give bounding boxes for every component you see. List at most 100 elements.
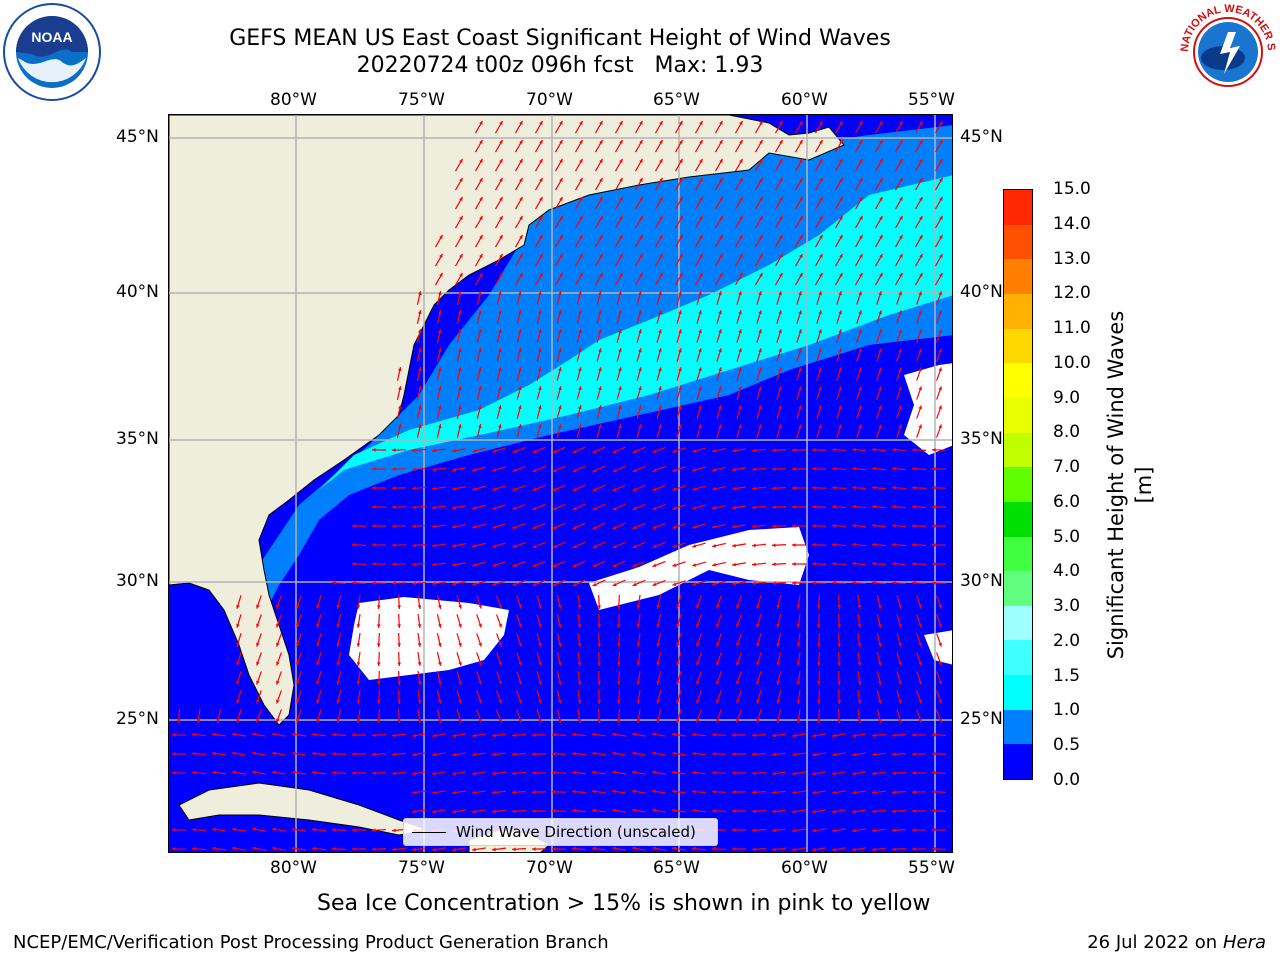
wave-direction-arrowhead [458,642,462,647]
wave-direction-arrowhead [612,808,616,813]
colorbar-segment [1004,224,1032,260]
wave-direction-arrowhead [712,771,716,775]
wave-direction-arrowhead [837,662,841,666]
wave-direction-arrowhead [252,827,256,832]
wave-direction-arrowhead [692,751,696,756]
wave-direction-arrowhead [558,661,562,666]
wave-direction-arrowhead [739,196,743,201]
wave-direction-arrowhead [592,808,596,813]
wave-direction-arrowhead [938,348,942,353]
wave-direction-arrowhead [252,770,256,775]
colorbar-tick-label: 10.0 [1053,352,1091,373]
wave-direction-arrowhead [892,523,896,528]
wave-direction-arrowhead [236,623,240,628]
wave-direction-arrowhead [772,505,776,509]
wave-direction-arrowhead [739,158,743,163]
wave-direction-arrowhead [652,449,657,453]
wave-direction-arrowhead [438,291,442,296]
wave-direction-arrowhead [352,828,356,832]
wave-direction-arrowhead [679,253,683,258]
wave-direction-arrowhead [652,506,657,510]
wave-direction-arrowhead [492,525,497,529]
wave-direction-arrowhead [939,215,943,220]
wave-direction-arrowhead [632,732,636,737]
wave-direction-arrowhead [612,751,616,756]
wave-direction-arrowhead [872,580,876,585]
wave-direction-arrowhead [232,770,236,775]
wave-direction-arrowhead [192,827,196,832]
colorbar-segment [1004,328,1032,364]
wave-direction-arrowhead [899,272,903,277]
wave-direction-arrowhead [452,752,456,757]
colorbar-tick-label: 6.0 [1053,491,1081,512]
wave-direction-arrowhead [872,561,876,566]
wave-direction-arrowhead [752,809,756,814]
wave-direction-arrowhead [499,177,503,182]
wave-direction-arrowhead [639,139,643,144]
wave-direction-arrowhead [372,543,376,547]
wave-direction-arrowhead [296,718,300,723]
wave-direction-arrowhead [518,661,522,666]
wave-direction-arrowhead [492,449,497,453]
wave-direction-arrowhead [636,681,641,685]
wave-direction-arrowhead [498,348,502,353]
wave-direction-arrowhead [392,771,396,776]
map-legend: Wind Wave Direction (unscaled) [403,818,718,846]
wave-direction-arrowhead [799,158,803,163]
wave-direction-arrowhead [452,524,456,529]
wave-direction-arrowhead [732,771,736,775]
wave-direction-arrowhead [692,487,697,491]
wave-direction-arrowhead [859,120,863,125]
wave-direction-arrowhead [479,253,483,258]
legend-label: Wind Wave Direction (unscaled) [456,823,696,841]
wave-direction-arrowhead [392,467,396,471]
wave-direction-arrowhead [539,139,543,144]
wave-direction-arrowhead [878,642,882,647]
colorbar-tick-label: 11.0 [1053,318,1091,339]
wave-direction-arrowhead [898,291,902,296]
wave-direction-arrowhead [652,582,657,586]
wave-direction-arrowhead [812,581,816,585]
wave-direction-arrowhead [872,828,876,833]
wave-direction-arrowhead [859,272,863,277]
wave-direction-arrowhead [458,718,462,723]
wave-direction-arrowhead [792,524,796,528]
wave-direction-arrowhead [938,661,942,666]
wave-direction-arrowhead [316,699,320,704]
wave-direction-arrowhead [718,405,722,410]
wave-direction-arrowhead [458,680,462,685]
wave-direction-arrowhead [778,348,782,353]
wave-direction-arrowhead [632,789,636,794]
wave-direction-arrowhead [636,643,641,647]
wave-direction-arrowhead [698,367,702,372]
wave-direction-arrowhead [559,234,563,239]
wave-direction-arrowhead [479,139,483,144]
wave-direction-arrowhead [492,809,496,814]
wave-direction-arrowhead [412,733,416,738]
wave-direction-arrowhead [532,468,537,472]
wave-direction-arrowhead [632,770,636,775]
wave-direction-arrowhead [492,544,497,548]
wave-direction-arrowhead [832,790,836,795]
wave-direction-arrowhead [859,177,863,182]
wave-direction-arrowhead [512,544,517,548]
wave-direction-arrowhead [617,700,621,704]
wave-direction-arrowhead [819,177,823,182]
wave-direction-arrowhead [658,386,662,391]
colorbar-segment [1004,259,1032,295]
wave-direction-arrowhead [356,643,361,647]
wave-direction-arrowhead [432,524,436,529]
wave-direction-arrowhead [619,234,623,239]
wave-direction-arrowhead [316,680,320,685]
wave-direction-arrowhead [718,386,722,391]
wave-direction-arrowhead [559,196,563,201]
wave-direction-arrowhead [639,196,643,201]
wave-direction-arrowhead [772,828,776,833]
lon-label-top: 60°W [781,90,828,110]
wave-direction-arrowhead [392,828,396,833]
wave-direction-arrowhead [372,828,376,833]
wave-direction-arrowhead [939,120,943,125]
wave-direction-arrowhead [819,158,823,163]
wave-direction-arrowhead [638,348,642,353]
wave-direction-arrowhead [356,681,361,685]
